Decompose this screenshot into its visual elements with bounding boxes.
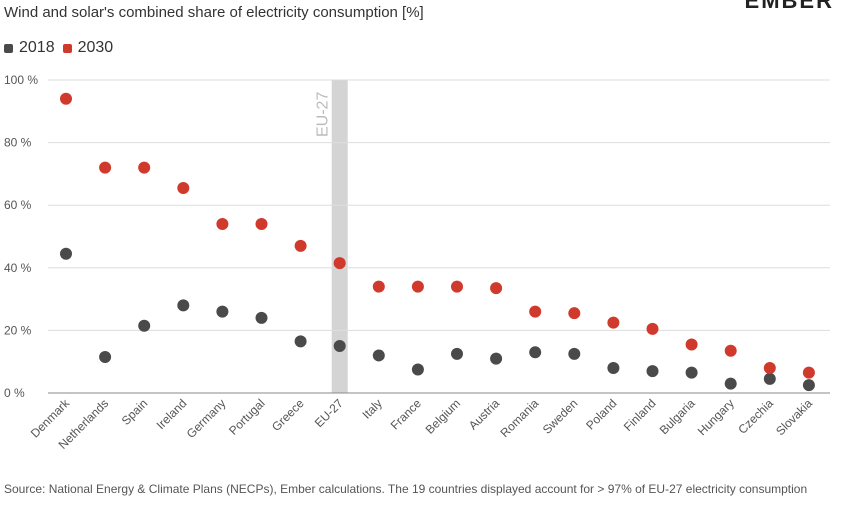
x-tick-label: Italy: [359, 396, 384, 421]
point-2030-belgium: [451, 280, 463, 293]
point-2018-greece: [294, 335, 307, 348]
point-2030-poland: [607, 316, 620, 329]
x-tick-label: Sweden: [540, 396, 581, 437]
legend-swatch-2018: [4, 43, 13, 53]
x-tick-label: Belgium: [423, 396, 464, 437]
point-2018-austria: [490, 352, 503, 365]
point-2018-eu-27: [333, 340, 346, 353]
y-tick-label: 40 %: [4, 261, 32, 275]
legend-item-2018: 2018: [4, 39, 55, 57]
point-2030-eu-27: [333, 257, 346, 270]
x-tick-label: Poland: [583, 396, 619, 432]
x-tick-label: France: [388, 396, 425, 433]
point-2030-france: [411, 280, 424, 293]
y-tick-label: 100 %: [4, 73, 38, 87]
point-2018-bulgaria: [685, 366, 698, 379]
x-tick-label: Romania: [497, 396, 541, 440]
point-2018-germany: [216, 305, 229, 318]
point-2030-greece: [294, 239, 307, 252]
highlight-label: EU-27: [315, 92, 332, 137]
point-2030-portugal: [255, 217, 268, 230]
legend-label-2018: 2018: [19, 39, 55, 56]
legend-label-2030: 2030: [77, 39, 114, 56]
scatter-chart: 0 %20 %40 %60 %80 %100 %EU-27DenmarkNeth…: [4, 73, 830, 452]
x-tick-label: Finland: [621, 396, 659, 434]
point-2018-sweden: [568, 347, 581, 360]
point-2018-portugal: [255, 311, 268, 324]
chart-title: Wind and solar's combined share of elect…: [4, 4, 424, 21]
x-tick-label: EU-27: [312, 396, 346, 430]
x-tick-label: Ireland: [154, 396, 190, 432]
y-tick-label: 20 %: [4, 323, 32, 337]
point-2030-sweden: [568, 307, 581, 320]
point-2018-italy: [372, 349, 385, 362]
x-tick-label: Czechia: [735, 396, 776, 437]
point-2030-denmark: [60, 92, 72, 105]
point-2018-czechia: [763, 372, 776, 385]
point-2018-denmark: [60, 247, 72, 260]
x-tick-label: Spain: [119, 396, 151, 428]
point-2018-romania: [529, 346, 542, 359]
source-note: Source: National Energy & Climate Plans …: [4, 482, 808, 496]
point-2030-bulgaria: [685, 338, 698, 351]
x-tick-label: Hungary: [695, 396, 737, 438]
y-tick-label: 60 %: [4, 198, 32, 212]
point-2030-ireland: [177, 181, 190, 194]
legend-item-2030: 2030: [62, 39, 114, 57]
point-2030-czechia: [763, 361, 776, 374]
point-2018-spain: [138, 319, 151, 332]
highlight-band: [331, 80, 348, 393]
point-2030-austria: [490, 282, 503, 295]
point-2030-slovakia: [802, 366, 815, 379]
point-2030-hungary: [724, 344, 737, 357]
x-tick-label: Slovakia: [773, 396, 815, 438]
point-2018-netherlands: [99, 351, 112, 364]
point-2018-finland: [646, 365, 659, 378]
point-2018-hungary: [724, 377, 737, 390]
point-2018-belgium: [451, 347, 463, 360]
x-tick-label: Germany: [184, 396, 229, 441]
x-tick-label: Portugal: [226, 396, 268, 438]
x-tick-label: Greece: [269, 396, 307, 434]
point-2030-germany: [216, 217, 229, 230]
ember-logo: EMBER: [744, 0, 834, 13]
point-2030-netherlands: [99, 161, 112, 174]
legend: 2018 2030: [4, 39, 121, 57]
point-2030-finland: [646, 322, 659, 335]
point-2018-slovakia: [802, 379, 815, 392]
point-2018-ireland: [177, 299, 190, 312]
y-tick-label: 0 %: [4, 386, 25, 400]
point-2018-france: [411, 363, 424, 376]
point-2018-poland: [607, 361, 620, 374]
x-tick-label: Bulgaria: [657, 396, 698, 437]
point-2030-italy: [372, 280, 385, 293]
x-tick-label: Austria: [466, 396, 503, 433]
point-2030-romania: [529, 305, 542, 318]
point-2030-spain: [138, 161, 151, 174]
legend-swatch-2030: [62, 43, 72, 53]
y-tick-label: 80 %: [4, 136, 32, 150]
